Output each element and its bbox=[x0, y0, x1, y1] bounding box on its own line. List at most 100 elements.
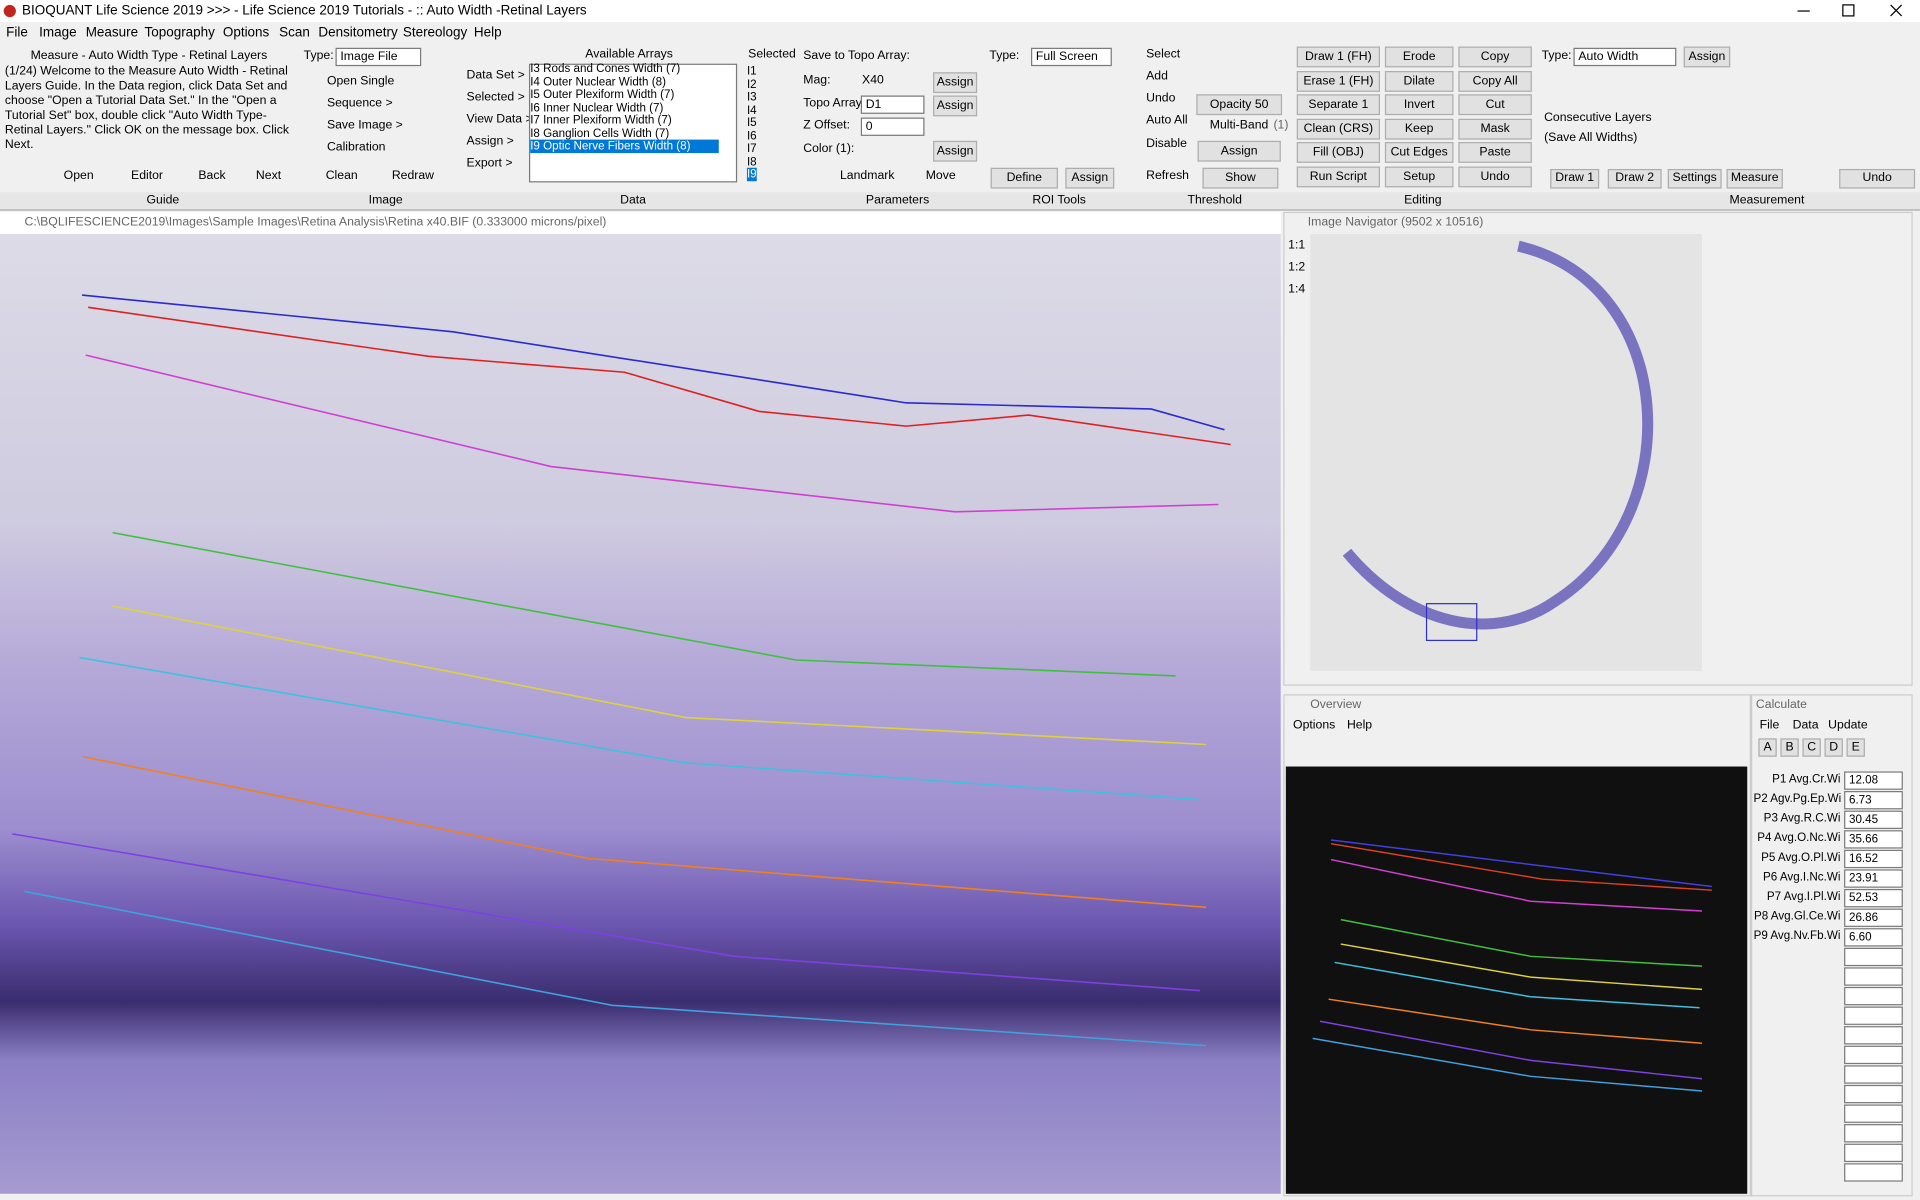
button[interactable]: Draw 1 (FH) bbox=[1296, 46, 1380, 68]
menu-item[interactable]: Data bbox=[1792, 718, 1819, 733]
button[interactable]: Keep bbox=[1384, 118, 1454, 139]
menu-item[interactable]: Help bbox=[1346, 718, 1373, 733]
threshold-action[interactable]: Add bbox=[1146, 69, 1168, 84]
button[interactable]: Define bbox=[990, 167, 1058, 189]
selected-item[interactable]: I4 bbox=[746, 103, 757, 117]
button[interactable]: Clean bbox=[325, 168, 358, 183]
menu-item[interactable]: Help bbox=[473, 25, 502, 41]
data-menu-item[interactable]: Assign > bbox=[466, 134, 514, 149]
data-menu-item[interactable]: Data Set > bbox=[466, 68, 525, 83]
threshold-action[interactable]: Auto All bbox=[1146, 113, 1188, 128]
data-menu-item[interactable]: View Data > bbox=[466, 112, 533, 127]
tab[interactable]: A bbox=[1758, 738, 1777, 757]
button[interactable]: Copy All bbox=[1458, 70, 1532, 92]
button[interactable]: Cut bbox=[1458, 94, 1532, 116]
checkbox[interactable]: Multi-Band bbox=[1209, 118, 1269, 133]
zoom-button[interactable]: 1:2 bbox=[1288, 260, 1306, 275]
image-action[interactable]: Save Image > bbox=[326, 118, 403, 133]
selected-item[interactable]: I3 bbox=[746, 90, 757, 105]
menu-item[interactable]: Densitometry bbox=[318, 25, 398, 41]
array-item[interactable]: I8 Ganglion Cells Width (7) bbox=[530, 126, 670, 141]
button[interactable]: Draw 1 bbox=[1550, 168, 1600, 189]
image-action[interactable]: Calibration bbox=[326, 140, 386, 155]
dropdown[interactable]: Auto Width bbox=[1573, 47, 1677, 67]
threshold-action[interactable]: Disable bbox=[1146, 137, 1187, 151]
menu-item[interactable]: Image bbox=[39, 25, 77, 41]
menu-item[interactable]: Measure bbox=[85, 25, 139, 41]
button[interactable]: Move bbox=[925, 168, 956, 183]
dropdown[interactable]: Full Screen bbox=[1031, 47, 1112, 67]
menu-item[interactable]: File bbox=[1759, 718, 1780, 733]
menu-item[interactable]: File bbox=[6, 25, 28, 41]
menu-item[interactable]: Topography bbox=[144, 25, 215, 41]
button[interactable]: Invert bbox=[1384, 94, 1454, 116]
data-menu-item[interactable]: Export > bbox=[466, 156, 513, 171]
button[interactable]: Mask bbox=[1458, 118, 1532, 139]
button[interactable]: Setup bbox=[1384, 165, 1454, 187]
button[interactable]: Erase 1 (FH) bbox=[1296, 70, 1380, 92]
array-item[interactable]: I7 Inner Plexiform Width (7) bbox=[530, 113, 672, 128]
button[interactable]: Draw 2 bbox=[1607, 168, 1662, 189]
tab[interactable]: C bbox=[1802, 738, 1821, 757]
guide-button[interactable]: Next bbox=[255, 168, 282, 183]
dropdown[interactable]: Opacity 50 bbox=[1196, 94, 1283, 116]
button[interactable]: Assign bbox=[933, 140, 978, 162]
menu-item[interactable]: Update bbox=[1828, 718, 1868, 733]
button[interactable]: Copy bbox=[1458, 46, 1532, 68]
text-input[interactable]: 0 bbox=[860, 117, 925, 136]
selected-item[interactable]: I6 bbox=[746, 129, 757, 143]
button[interactable]: Redraw bbox=[391, 168, 435, 183]
button[interactable]: Fill (OBJ) bbox=[1296, 142, 1380, 163]
guide-button[interactable]: Open bbox=[63, 168, 94, 183]
array-item[interactable]: I5 Outer Plexiform Width (7) bbox=[530, 88, 675, 102]
array-item[interactable]: I6 Inner Nuclear Width (7) bbox=[530, 101, 664, 115]
selected-item[interactable]: I7 bbox=[746, 142, 757, 156]
button[interactable]: Separate 1 bbox=[1296, 94, 1380, 116]
button[interactable]: Assign bbox=[933, 95, 978, 117]
dropdown[interactable]: Image File bbox=[335, 47, 422, 67]
selected-item[interactable]: I8 bbox=[746, 154, 757, 169]
zoom-button[interactable]: 1:1 bbox=[1288, 238, 1306, 253]
button[interactable]: Cut Edges bbox=[1384, 142, 1454, 163]
button[interactable]: Assign bbox=[1065, 167, 1115, 189]
image-action[interactable]: Open Single bbox=[326, 74, 395, 89]
button[interactable]: Dilate bbox=[1384, 70, 1454, 92]
menu-item[interactable]: Scan bbox=[279, 25, 310, 41]
checkbox[interactable]: Consecutive Layers bbox=[1544, 111, 1652, 125]
button[interactable]: Undo bbox=[1458, 165, 1532, 187]
button[interactable]: Run Script bbox=[1296, 165, 1380, 187]
button[interactable]: Paste bbox=[1458, 142, 1532, 163]
threshold-action[interactable]: Undo bbox=[1146, 91, 1176, 106]
button[interactable]: Measure bbox=[1726, 168, 1783, 189]
data-menu-item[interactable]: Selected > bbox=[466, 90, 525, 105]
button[interactable]: Assign bbox=[1197, 140, 1281, 162]
selected-item[interactable]: I1 bbox=[746, 64, 757, 79]
array-item[interactable]: I3 Rods and Cones Width (7) bbox=[530, 62, 681, 76]
button[interactable]: Assign bbox=[933, 72, 978, 94]
zoom-button[interactable]: 1:4 bbox=[1288, 282, 1306, 297]
array-item[interactable]: I4 Outer Nuclear Width (8) bbox=[530, 75, 666, 89]
button[interactable]: Clean (CRS) bbox=[1296, 118, 1380, 139]
tab[interactable]: D bbox=[1824, 738, 1843, 757]
tab[interactable]: E bbox=[1846, 738, 1865, 757]
button[interactable]: Assign bbox=[1683, 46, 1731, 68]
selected-item[interactable]: I2 bbox=[746, 77, 757, 92]
selected-item[interactable]: I9 bbox=[746, 167, 757, 182]
menu-item[interactable]: Stereology bbox=[402, 25, 468, 41]
button[interactable]: Erode bbox=[1384, 46, 1454, 68]
button[interactable]: Undo bbox=[1839, 168, 1916, 189]
button[interactable]: Refresh bbox=[1146, 168, 1189, 183]
image-action[interactable]: Sequence > bbox=[326, 96, 393, 111]
button[interactable]: Show bbox=[1202, 167, 1279, 189]
menu-item[interactable]: Options bbox=[1293, 718, 1336, 733]
guide-button[interactable]: Back bbox=[198, 168, 226, 183]
array-item[interactable]: I9 Optic Nerve Fibers Width (8) bbox=[530, 139, 719, 154]
dropdown[interactable]: D1 bbox=[860, 95, 925, 114]
menu-item[interactable]: Options bbox=[222, 25, 270, 41]
button[interactable]: Landmark bbox=[840, 168, 895, 183]
selected-item[interactable]: I5 bbox=[746, 116, 757, 130]
guide-button[interactable]: Editor bbox=[131, 168, 164, 183]
button[interactable]: Settings bbox=[1667, 168, 1722, 189]
tab[interactable]: B bbox=[1780, 738, 1799, 757]
arrays-list[interactable] bbox=[528, 63, 738, 183]
